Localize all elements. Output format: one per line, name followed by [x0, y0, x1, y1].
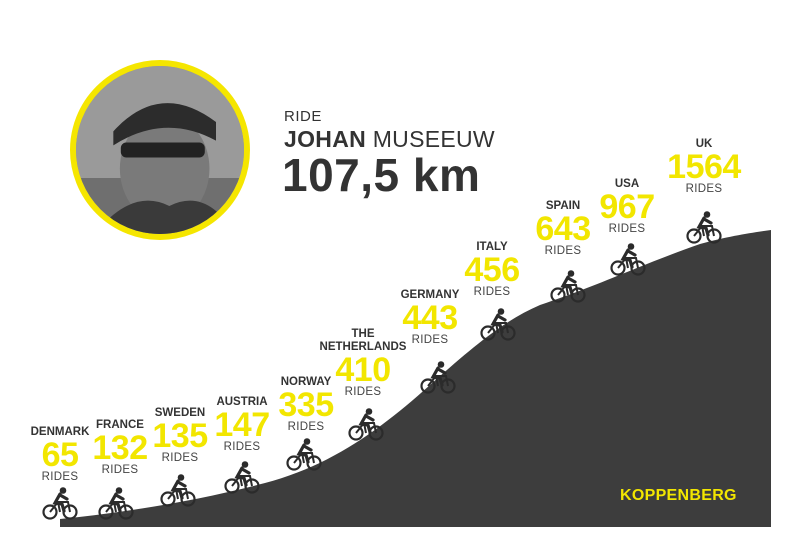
country-name: GERMANY: [400, 289, 460, 301]
country-name: FRANCE: [96, 419, 144, 431]
country-label: DENMARK 65 RIDES: [5, 426, 115, 484]
cyclist-icon: [42, 487, 78, 520]
cyclist-icon: [420, 361, 456, 394]
country-label: AUSTRIA 147 RIDES: [187, 396, 297, 454]
cyclist-icon: [160, 474, 196, 507]
ride-count: 132: [92, 429, 148, 467]
country-label: SWEDEN 135 RIDES: [125, 407, 235, 465]
rider-portrait: [70, 60, 250, 240]
rides-unit: RIDES: [411, 334, 449, 346]
ride-count: 443: [402, 299, 458, 337]
country-name: THE NETHERLANDS: [319, 328, 407, 353]
country-name: UK: [695, 138, 713, 150]
ride-count: 967: [599, 188, 655, 226]
cyclist-icon: [610, 243, 646, 276]
rides-unit: RIDES: [223, 441, 261, 453]
rides-unit: RIDES: [685, 183, 723, 195]
country-label: FRANCE 132 RIDES: [65, 419, 175, 477]
rides-unit: RIDES: [544, 245, 582, 257]
rides-unit: RIDES: [473, 286, 511, 298]
country-name: DENMARK: [30, 426, 90, 438]
ride-kicker: RIDE: [284, 108, 322, 125]
ride-count: 456: [464, 251, 520, 289]
ride-count: 335: [278, 386, 334, 424]
country-label: ITALY 456 RIDES: [437, 241, 547, 299]
country-name: SPAIN: [545, 200, 581, 212]
country-label: SPAIN 643 RIDES: [508, 200, 618, 258]
ride-count: 135: [152, 417, 208, 455]
rider-photo: [76, 66, 244, 234]
ride-count: 643: [535, 210, 591, 248]
cyclist-icon: [224, 461, 260, 494]
ride-count: 1564: [667, 148, 741, 186]
country-label: UK 1564 RIDES: [649, 138, 759, 196]
ride-count: 65: [41, 436, 79, 474]
cyclist-icon: [550, 270, 586, 303]
country-name: NORWAY: [280, 376, 332, 388]
climb-name: KOPPENBERG: [620, 487, 737, 504]
rides-unit: RIDES: [344, 386, 382, 398]
rides-unit: RIDES: [161, 452, 199, 464]
rider-name: JOHAN MUSEEUW: [284, 126, 495, 153]
rides-unit: RIDES: [101, 464, 139, 476]
country-label: NORWAY 335 RIDES: [251, 376, 361, 434]
riders-layer: [42, 211, 722, 520]
rider-last-name: MUSEEUW: [372, 126, 495, 152]
cyclist-icon: [686, 211, 722, 244]
ride-distance: 107,5 km: [282, 149, 481, 201]
cyclist-icon: [480, 308, 516, 341]
rides-unit: RIDES: [287, 421, 325, 433]
cyclist-icon: [286, 438, 322, 471]
rider-first-name: JOHAN: [284, 126, 367, 152]
cyclist-icon: [348, 408, 384, 441]
ride-count: 147: [214, 406, 270, 444]
country-name: USA: [614, 178, 640, 190]
rides-unit: RIDES: [41, 471, 79, 483]
rides-unit: RIDES: [608, 223, 646, 235]
country-label: THE NETHERLANDS 410 RIDES: [308, 328, 418, 399]
country-label: USA 967 RIDES: [572, 178, 682, 236]
cyclist-icon: [98, 487, 134, 520]
country-name: ITALY: [476, 241, 508, 253]
country-label: GERMANY 443 RIDES: [375, 289, 485, 347]
country-name: AUSTRIA: [216, 396, 268, 408]
hill-shape: [60, 230, 771, 527]
ride-count: 410: [335, 351, 391, 389]
country-name: SWEDEN: [154, 407, 206, 419]
